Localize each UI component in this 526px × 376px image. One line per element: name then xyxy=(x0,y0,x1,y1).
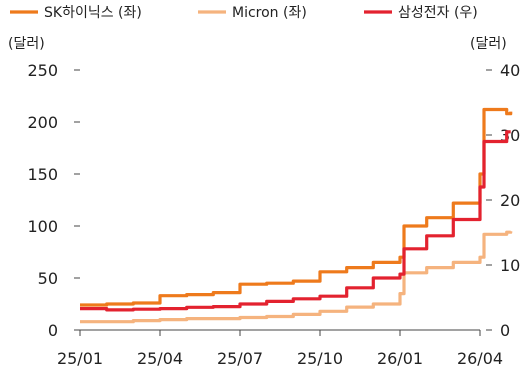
x-tick-label: 25/07 xyxy=(217,349,263,368)
left-tick-label: 100 xyxy=(27,217,58,236)
legend: SK하이닉스 (좌) Micron (좌) 삼성전자 (우) xyxy=(10,5,478,21)
left-tick-label: 0 xyxy=(48,321,58,340)
x-tick-label: 25/10 xyxy=(297,349,343,368)
x-tick-label: 26/01 xyxy=(377,349,423,368)
right-tick-label: 0 xyxy=(500,321,510,340)
x-tick-label: 26/04 xyxy=(457,349,503,368)
series-line xyxy=(80,107,513,307)
right-tick-label: 20 xyxy=(500,191,520,210)
left-axis-ticks: 0 50 100 150 200 250 xyxy=(27,61,80,340)
left-tick-label: 200 xyxy=(27,113,58,132)
series-line xyxy=(80,230,513,324)
series-lines xyxy=(80,107,513,324)
right-tick-label: 40 xyxy=(500,61,520,80)
legend-label: 삼성전자 (우) xyxy=(398,5,478,21)
x-tick-label: 25/04 xyxy=(137,349,183,368)
left-tick-label: 250 xyxy=(27,61,58,80)
x-tick-label: 25/01 xyxy=(57,349,103,368)
right-tick-label: 10 xyxy=(500,256,520,275)
series-line xyxy=(80,130,511,312)
x-axis-ticks: 25/01 25/04 25/07 25/10 26/01 26/04 xyxy=(57,330,503,368)
legend-label: Micron (좌) xyxy=(232,5,307,21)
left-tick-label: 150 xyxy=(27,165,58,184)
right-axis-unit: (달러) xyxy=(470,36,507,52)
left-axis-unit: (달러) xyxy=(8,36,45,52)
legend-label: SK하이닉스 (좌) xyxy=(44,5,142,21)
left-tick-label: 50 xyxy=(38,269,58,288)
